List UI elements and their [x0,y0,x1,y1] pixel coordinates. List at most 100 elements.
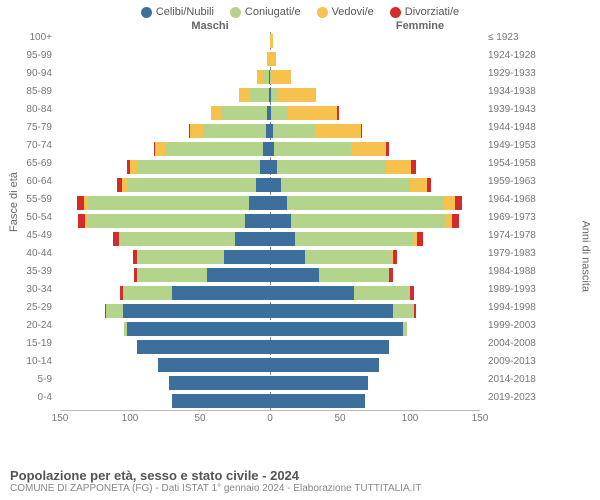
seg-m [88,196,249,210]
birth-label: 1964-1968 [484,194,540,205]
xtick: 100 [122,413,139,424]
legend-label: Celibi/Nubili [156,6,214,18]
seg-w [444,196,455,210]
age-row: 40-441979-1983 [60,248,480,266]
seg-m [274,142,351,156]
footer: Popolazione per età, sesso e stato civil… [10,468,421,494]
legend-swatch [141,7,152,18]
seg-w [277,88,316,102]
birth-label: 1924-1928 [484,50,540,61]
female-bar [270,70,480,84]
seg-d [389,268,393,282]
birth-label: 1949-1953 [484,140,540,151]
male-bar [60,340,270,354]
birth-label: 1939-1943 [484,104,540,115]
header-female: Femmine [300,20,540,32]
seg-w [288,106,337,120]
age-row: 100+≤ 1923 [60,32,480,50]
x-axis: 15010050050100150 [60,410,480,428]
seg-c [158,358,270,372]
seg-c [260,160,270,174]
age-label: 85-89 [0,86,56,97]
age-label: 30-34 [0,284,56,295]
male-bar [60,268,270,282]
seg-m [393,304,414,318]
header-male: Maschi [60,20,300,32]
seg-m [127,178,256,192]
male-bar [60,142,270,156]
xtick: 0 [267,413,273,424]
xtick: 100 [402,413,419,424]
seg-c [270,358,379,372]
female-bar [270,394,480,408]
male-bar [60,160,270,174]
male-bar [60,178,270,192]
seg-d [77,196,84,210]
age-label: 25-29 [0,302,56,313]
y-title-right: Anni di nascita [580,220,592,292]
age-label: 90-94 [0,68,56,79]
seg-c [270,286,354,300]
seg-c [169,376,270,390]
seg-c [263,142,270,156]
male-bar [60,232,270,246]
seg-w [315,124,361,138]
seg-m [106,304,123,318]
seg-c [270,214,291,228]
xtick: 150 [52,413,69,424]
legend-swatch [317,7,328,18]
seg-c [249,196,270,210]
age-label: 20-24 [0,320,56,331]
seg-d [414,304,415,318]
seg-w [130,160,137,174]
seg-w [270,52,276,66]
seg-m [319,268,389,282]
male-bar [60,196,270,210]
seg-c [270,322,403,336]
female-bar [270,124,480,138]
seg-w [410,178,427,192]
seg-d [427,178,431,192]
seg-m [271,106,288,120]
age-label: 80-84 [0,104,56,115]
chart-title: Popolazione per età, sesso e stato civil… [10,468,421,483]
female-bar [270,286,480,300]
seg-c [270,376,368,390]
seg-m [305,250,392,264]
birth-label: 1959-1963 [484,176,540,187]
female-bar [270,52,480,66]
age-row: 30-341989-1993 [60,284,480,302]
age-label: 10-14 [0,356,56,367]
age-row: 50-541969-1973 [60,212,480,230]
seg-c [270,394,365,408]
seg-c [270,160,277,174]
birth-label: 1944-1948 [484,122,540,133]
seg-c [270,232,295,246]
seg-m [120,232,235,246]
seg-w [271,70,291,84]
seg-c [270,268,319,282]
seg-c [137,340,270,354]
age-row: 55-591964-1968 [60,194,480,212]
age-label: 60-64 [0,176,56,187]
birth-label: 2014-2018 [484,374,540,385]
male-bar [60,286,270,300]
seg-m [123,286,172,300]
seg-w [239,88,250,102]
female-bar [270,160,480,174]
seg-c [172,394,270,408]
female-bar [270,232,480,246]
male-bar [60,250,270,264]
seg-d [386,142,389,156]
seg-m [273,124,315,138]
seg-m [165,142,263,156]
male-bar [60,214,270,228]
birth-label: 2019-2023 [484,392,540,403]
seg-c [207,268,270,282]
male-bar [60,52,270,66]
seg-m [222,106,267,120]
birth-label: 2009-2013 [484,356,540,367]
seg-w [190,124,203,138]
legend-swatch [230,7,241,18]
female-bar [270,106,480,120]
